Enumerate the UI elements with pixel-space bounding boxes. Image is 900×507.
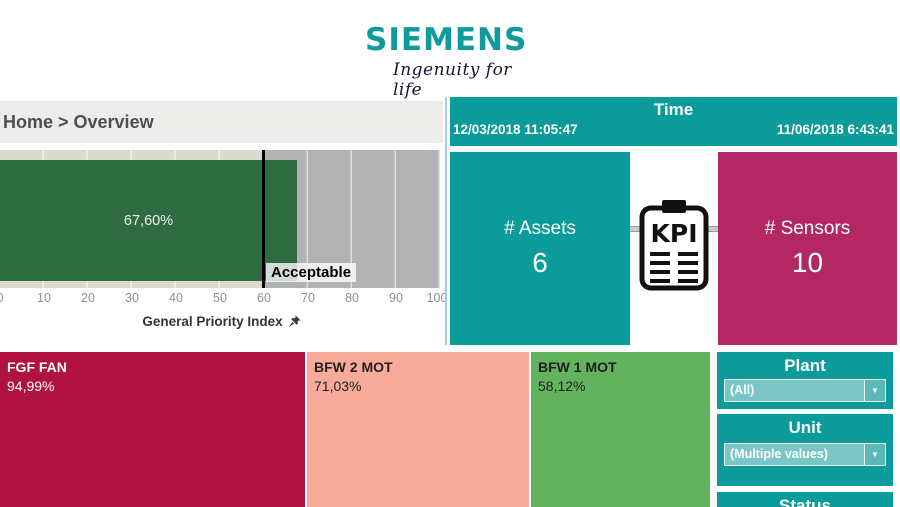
tile-name: BFW 1 MOT [538, 359, 617, 375]
sensors-label: # Sensors [764, 218, 851, 239]
unit-filter-title: Unit [788, 418, 822, 437]
status-filter-title: Status [779, 496, 831, 507]
axis-title-text: General Priority Index [142, 314, 283, 329]
time-panel-title: Time [653, 100, 694, 119]
time-filter-panel: Time 12/03/2018 11:05:47 11/06/2018 6:43… [450, 97, 897, 237]
tile-value: 71,03% [314, 378, 362, 394]
time-start-label: 12/03/2018 11:05:47 [453, 122, 578, 137]
treemap: FGF FAN 94,99% BFW 2 MOT 71,03% BFW 1 MO… [0, 352, 710, 507]
axis-tick: 100 [426, 291, 448, 305]
plant-dropdown-value: (All) [730, 383, 755, 397]
time-end-label: 11/06/2018 6:43:41 [776, 122, 894, 137]
bullet-axis-title: General Priority Index [0, 314, 443, 329]
axis-tick: 50 [213, 291, 227, 305]
axis-tick: 10 [37, 291, 51, 305]
axis-tick: 80 [345, 291, 359, 305]
panel-divider [445, 97, 447, 345]
tile-name: BFW 2 MOT [314, 359, 393, 375]
unit-dropdown[interactable]: (Multiple values) ▼ [724, 443, 886, 466]
axis-tick: 60 [257, 291, 271, 305]
kpi-icon-text: KPI [651, 219, 698, 248]
pin-icon[interactable] [288, 315, 301, 328]
siemens-tagline: Ingenuity for life [393, 60, 512, 100]
tile-value: 94,99% [7, 378, 55, 394]
bullet-bar[interactable]: 67,60% [0, 160, 297, 281]
chevron-down-icon[interactable]: ▼ [864, 444, 885, 465]
sensors-kpi-card[interactable]: # Sensors 10 [718, 152, 897, 345]
assets-value: 6 [532, 247, 548, 278]
unit-filter-panel: Unit (Multiple values) ▼ [717, 414, 893, 486]
treemap-tile-bfw-2-mot[interactable]: BFW 2 MOT 71,03% [307, 352, 529, 507]
axis-tick: 0 [0, 291, 3, 305]
unit-dropdown-value: (Multiple values) [730, 447, 828, 461]
treemap-tile-fgf-fan[interactable]: FGF FAN 94,99% [0, 352, 305, 507]
plant-filter-panel: Plant (All) ▼ [717, 352, 893, 409]
status-filter-panel: Status [717, 492, 893, 507]
siemens-logo-text: SIEMENS [365, 22, 528, 58]
assets-label: # Assets [504, 218, 576, 239]
sensors-value: 10 [791, 247, 824, 278]
tile-value: 58,12% [538, 378, 586, 394]
axis-tick: 30 [125, 291, 139, 305]
breadcrumb[interactable]: Home > Overview [0, 101, 443, 143]
plant-dropdown[interactable]: (All) ▼ [724, 379, 886, 402]
reference-line-label: Acceptable [266, 263, 357, 282]
reference-line [262, 150, 265, 288]
assets-kpi-card[interactable]: # Assets 6 [450, 152, 630, 345]
kpi-clipboard-icon: KPI [636, 198, 712, 299]
treemap-tile-bfw-1-mot[interactable]: BFW 1 MOT 58,12% [531, 352, 710, 507]
bullet-chart-plot: 67,60% Acceptable [0, 150, 440, 288]
chevron-down-icon[interactable]: ▼ [864, 380, 885, 401]
tile-name: FGF FAN [7, 359, 67, 375]
siemens-logo: SIEMENS Ingenuity for life [365, 22, 535, 100]
axis-tick: 20 [81, 291, 95, 305]
axis-tick: 40 [169, 291, 183, 305]
plant-filter-title: Plant [784, 356, 826, 375]
bullet-x-axis: 0 10 20 30 40 50 60 70 80 90 100 [0, 291, 447, 307]
bullet-value-label: 67,60% [123, 212, 174, 229]
axis-tick: 70 [301, 291, 315, 305]
axis-tick: 90 [389, 291, 403, 305]
